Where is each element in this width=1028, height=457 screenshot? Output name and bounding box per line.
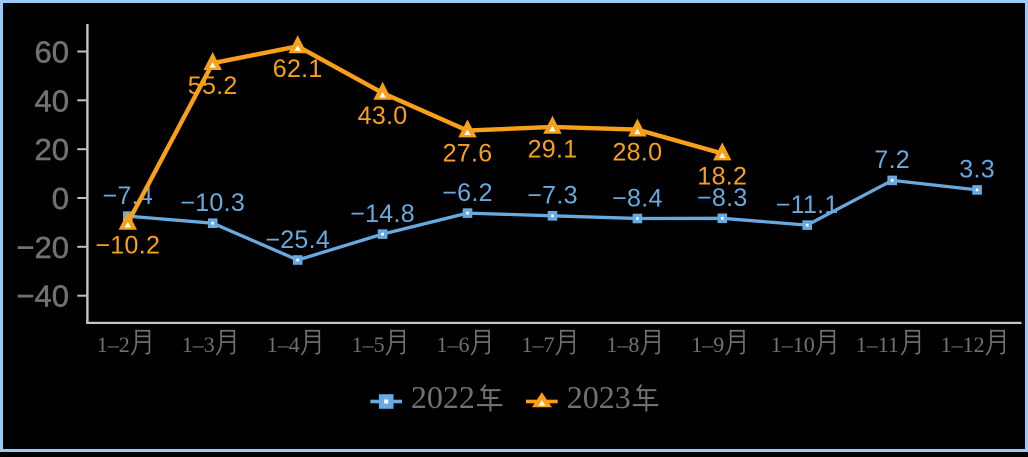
svg-text:−14.8: −14.8 xyxy=(350,200,415,228)
svg-text:1–3: 1–3 xyxy=(182,332,215,357)
svg-text:62.1: 62.1 xyxy=(273,55,323,83)
svg-text:29.1: 29.1 xyxy=(528,136,578,164)
svg-text:−7.3: −7.3 xyxy=(527,182,578,210)
svg-text:1–8: 1–8 xyxy=(606,332,639,357)
svg-text:1–9: 1–9 xyxy=(691,332,724,357)
svg-text:−40: −40 xyxy=(16,279,69,314)
svg-text:55.2: 55.2 xyxy=(188,72,238,100)
svg-text:1–7: 1–7 xyxy=(522,332,555,357)
svg-text:3.3: 3.3 xyxy=(959,156,995,184)
svg-text:60: 60 xyxy=(35,35,69,70)
svg-text:2022: 2022 xyxy=(411,379,475,415)
svg-text:−8.3: −8.3 xyxy=(697,184,748,212)
svg-text:18.2: 18.2 xyxy=(697,162,747,190)
svg-text:40: 40 xyxy=(35,83,69,118)
svg-text:20: 20 xyxy=(35,132,69,167)
svg-text:−20: −20 xyxy=(16,230,69,265)
svg-text:1–4: 1–4 xyxy=(267,332,300,357)
svg-text:27.6: 27.6 xyxy=(443,139,493,167)
svg-text:7.2: 7.2 xyxy=(874,146,910,174)
svg-text:1–11: 1–11 xyxy=(856,332,899,357)
svg-text:1–6: 1–6 xyxy=(437,332,470,357)
svg-text:−25.4: −25.4 xyxy=(265,226,330,254)
svg-text:−8.4: −8.4 xyxy=(612,184,663,212)
svg-text:1–10: 1–10 xyxy=(771,332,815,357)
svg-text:−6.2: −6.2 xyxy=(442,179,493,207)
svg-text:2023: 2023 xyxy=(567,379,631,415)
svg-text:28.0: 28.0 xyxy=(612,138,662,166)
svg-text:−10.3: −10.3 xyxy=(180,189,245,217)
svg-text:0: 0 xyxy=(52,181,69,216)
svg-text:1–12: 1–12 xyxy=(941,332,985,357)
svg-text:−11.1: −11.1 xyxy=(776,191,839,219)
svg-text:−10.2: −10.2 xyxy=(95,232,160,260)
svg-text:1–2: 1–2 xyxy=(97,332,130,357)
svg-text:1–5: 1–5 xyxy=(352,332,385,357)
svg-text:43.0: 43.0 xyxy=(358,102,408,130)
